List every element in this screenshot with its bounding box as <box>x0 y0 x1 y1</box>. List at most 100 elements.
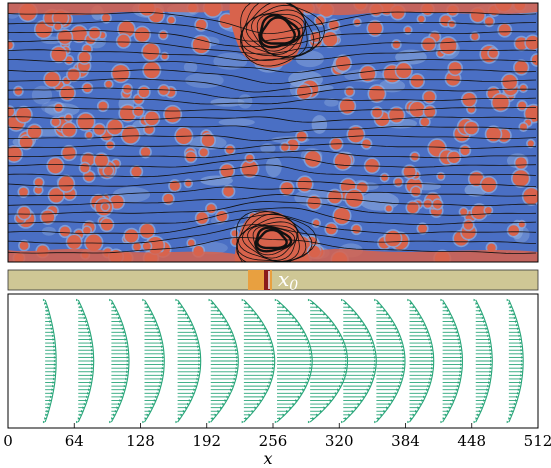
droplet <box>142 43 160 60</box>
droplet <box>328 190 342 204</box>
arrow-head <box>388 316 391 320</box>
arrow-head <box>473 420 476 424</box>
arrow-head <box>383 309 386 313</box>
streamline <box>8 143 537 150</box>
droplet <box>14 87 23 95</box>
upper-vortex-contour <box>240 3 321 62</box>
arrow-head <box>120 395 123 399</box>
arrow-head <box>460 363 463 366</box>
arrow-head <box>42 298 46 302</box>
arrow-head <box>126 363 129 366</box>
arrow-head <box>424 327 427 331</box>
droplet <box>112 65 129 82</box>
arrow-head <box>231 384 234 388</box>
droplet <box>122 126 139 144</box>
arrow-head <box>259 399 262 402</box>
arrow-head <box>308 348 312 352</box>
streamline <box>8 87 536 99</box>
arrow-head <box>248 413 251 417</box>
droplet <box>440 37 457 54</box>
arrow-head <box>161 348 164 352</box>
droplet <box>352 225 361 234</box>
streamline <box>8 214 537 235</box>
arrow-head <box>53 374 56 377</box>
arrow-head <box>362 395 365 399</box>
droplet <box>201 134 215 147</box>
arrow-head <box>394 327 397 331</box>
droplet <box>145 111 159 126</box>
arrow-head <box>161 345 164 348</box>
arrow-head <box>400 341 403 345</box>
arrow-head <box>228 327 231 331</box>
arrow-head <box>514 320 518 323</box>
arrow-head <box>454 391 457 395</box>
droplet <box>527 140 534 147</box>
arrow-head <box>214 305 217 309</box>
arrow-head <box>53 352 56 356</box>
arrow-head <box>111 417 114 420</box>
arrow-head <box>198 359 201 363</box>
droplet <box>498 24 511 37</box>
arrow-head <box>146 413 149 417</box>
droplet <box>345 87 354 96</box>
x-tick-label: 128 <box>126 432 155 450</box>
droplet <box>105 80 113 88</box>
arrow-head <box>377 417 380 420</box>
velocity-profile <box>76 298 95 424</box>
droplet <box>307 195 321 209</box>
arrow-head <box>44 302 47 305</box>
arrow-head <box>152 402 155 406</box>
arrow-head <box>431 356 434 359</box>
velocity-profile <box>208 298 239 424</box>
arrow-head <box>217 409 220 413</box>
upper-vortex-contour <box>256 13 304 52</box>
arrow-head <box>53 370 56 374</box>
arrow-head <box>235 363 239 366</box>
droplet <box>67 68 80 81</box>
arrow-head <box>516 323 519 327</box>
arrow-head <box>392 395 396 399</box>
droplet <box>118 21 135 38</box>
droplet <box>486 126 501 142</box>
velocity-profile <box>473 298 493 424</box>
arrow-head <box>506 420 509 424</box>
flow-field-frame <box>7 2 539 263</box>
forcing-strip: x0 <box>7 267 539 294</box>
arrow-head <box>412 305 415 309</box>
droplet <box>520 84 527 92</box>
arrow-head <box>453 395 456 399</box>
arrow-head <box>44 417 47 420</box>
droplet <box>369 85 385 102</box>
arrow-head <box>47 313 50 316</box>
streamline <box>8 236 537 254</box>
lower-vortex-contour <box>247 225 298 259</box>
arrow-head <box>373 363 377 366</box>
arrow-head <box>344 417 348 420</box>
droplet <box>187 239 195 247</box>
arrow-head <box>351 409 354 413</box>
arrow-head <box>91 352 94 356</box>
droplet <box>94 154 108 168</box>
arrow-head <box>511 309 514 313</box>
arrow-head <box>488 377 491 381</box>
arrow-head <box>520 370 523 374</box>
arrow-head <box>448 313 451 316</box>
arrow-head <box>270 374 273 377</box>
arrow-head <box>90 341 93 345</box>
arrow-head <box>111 302 114 305</box>
droplet <box>102 203 109 211</box>
droplet <box>206 204 216 214</box>
streamline <box>8 194 536 207</box>
droplet <box>487 243 496 253</box>
arrow-head <box>340 338 343 341</box>
light-patch <box>379 79 406 93</box>
droplet <box>98 101 108 111</box>
arrow-head <box>53 366 56 370</box>
arrow-head <box>448 406 451 409</box>
arrow-head <box>316 305 319 309</box>
arrow-head <box>426 388 429 392</box>
lower-vortex-contour <box>241 221 299 261</box>
arrow-head <box>90 348 94 352</box>
streamline <box>8 49 537 62</box>
droplet <box>51 47 67 62</box>
